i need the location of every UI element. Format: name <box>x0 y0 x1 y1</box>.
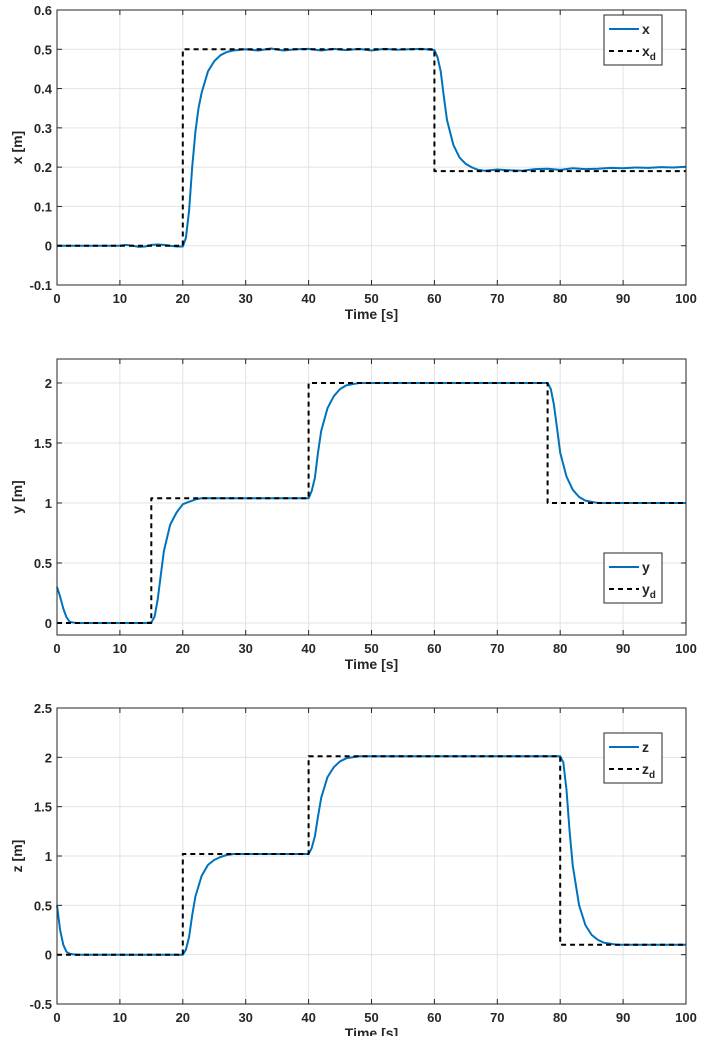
legend-label: zd <box>642 761 655 781</box>
x-tick-label: 90 <box>616 1010 630 1025</box>
legend-box <box>603 552 663 604</box>
x-tick-label: 10 <box>113 1010 127 1025</box>
x-tick-label: 30 <box>238 1010 252 1025</box>
x-tick-label: 20 <box>176 291 190 306</box>
y-tick-label: 1 <box>45 849 52 864</box>
legend-label: y <box>642 559 650 575</box>
y-tick-label: 1.5 <box>34 436 52 451</box>
x-tick-label: 30 <box>238 641 252 656</box>
x-tick-label: 20 <box>176 641 190 656</box>
legend-label-subscript: d <box>650 52 656 63</box>
y-tick-label: 0.5 <box>34 898 52 913</box>
legend-label: x <box>642 21 650 37</box>
x-tick-label: 10 <box>113 291 127 306</box>
legend-label: xd <box>642 43 656 63</box>
y-tick-label: 0.3 <box>34 121 52 136</box>
series-line-y-d <box>57 382 686 624</box>
x-tick-label: 50 <box>364 641 378 656</box>
legend-label-main: x <box>642 21 650 37</box>
x-tick-label: 60 <box>427 1010 441 1025</box>
axes-box <box>56 707 687 1005</box>
y-tick-label: 0.6 <box>34 3 52 18</box>
x-tick-label: 40 <box>301 641 315 656</box>
x-tick-label: 70 <box>490 641 504 656</box>
y-tick-label: 0 <box>45 616 52 631</box>
x-tick-label: 80 <box>553 1010 567 1025</box>
x-tick-label: 60 <box>427 641 441 656</box>
y-axis-label: x [m] <box>9 131 25 164</box>
legend-label-main: x <box>642 43 650 59</box>
x-axis-label: Time [s] <box>345 306 398 322</box>
x-tick-label: 100 <box>675 291 697 306</box>
x-tick-label: 50 <box>364 1010 378 1025</box>
x-tick-label: 40 <box>301 1010 315 1025</box>
subplot-3: 0 10 20 30 40 50 60 70 80 90 100-0.500.511.522.5Ti… <box>9 701 697 1041</box>
x-tick-label: 0 <box>53 641 60 656</box>
legend-label: yd <box>642 581 656 601</box>
legend-box <box>603 732 663 784</box>
legend-label-main: z <box>642 761 649 777</box>
y-tick-label: 0.1 <box>34 199 52 214</box>
x-tick-label: 40 <box>301 291 315 306</box>
y-tick-label: 2 <box>45 750 52 765</box>
y-tick-label: -0.5 <box>30 997 52 1012</box>
y-tick-label: -0.1 <box>30 278 52 293</box>
axes-box <box>56 9 687 286</box>
y-tick-label: 0 <box>45 239 52 254</box>
legend-label-main: y <box>642 559 650 575</box>
y-tick-label: 2 <box>45 376 52 391</box>
x-tick-label: 80 <box>553 291 567 306</box>
x-tick-label: 80 <box>553 641 567 656</box>
legend: yyd <box>603 552 663 604</box>
x-tick-label: 30 <box>238 291 252 306</box>
series-line-z-d <box>57 755 686 956</box>
axes-box <box>56 358 687 636</box>
legend-label-subscript: d <box>649 770 655 781</box>
legend-label: z <box>642 739 649 755</box>
y-tick-label: 1 <box>45 496 52 511</box>
x-axis-label: Time [s] <box>345 656 398 672</box>
x-axis-label: Time [s] <box>345 1025 398 1036</box>
x-tick-label: 90 <box>616 291 630 306</box>
x-tick-label: 0 <box>53 1010 60 1025</box>
x-tick-label: 70 <box>490 1010 504 1025</box>
x-tick-label: 90 <box>616 641 630 656</box>
y-tick-label: 1.5 <box>34 800 52 815</box>
x-tick-label: 100 <box>675 641 697 656</box>
y-tick-label: 0.4 <box>34 82 53 97</box>
x-tick-label: 60 <box>427 291 441 306</box>
legend-label-subscript: d <box>650 590 656 601</box>
subplot-2: 0 10 20 30 40 50 60 70 80 90 100 0 0.5 1 1.5 2 Time [s] y… <box>9 358 697 672</box>
x-tick-label: 70 <box>490 291 504 306</box>
y-axis-label: y [m] <box>9 480 25 513</box>
x-tick-label: 10 <box>113 641 127 656</box>
legend: xxd <box>603 14 663 66</box>
x-tick-label: 20 <box>176 1010 190 1025</box>
legend-label-main: y <box>642 581 650 597</box>
y-tick-label: 0.2 <box>34 160 52 175</box>
y-axis-label: z [m] <box>9 840 25 873</box>
legend-box <box>603 14 663 66</box>
y-tick-label: 2.5 <box>34 701 52 716</box>
x-tick-label: 50 <box>364 291 378 306</box>
y-tick-label: 0.5 <box>34 42 52 57</box>
y-tick-label: 0.5 <box>34 556 52 571</box>
legend-label-main: z <box>642 739 649 755</box>
x-tick-label: 0 <box>53 291 60 306</box>
subplot-1: 0 10 20 30 40 50 60 70 80 90 100-0.100.10.20.30.40… <box>9 3 697 322</box>
x-tick-label: 100 <box>675 1010 697 1025</box>
y-tick-label: 0 <box>45 948 52 963</box>
legend: zzd <box>603 732 663 784</box>
